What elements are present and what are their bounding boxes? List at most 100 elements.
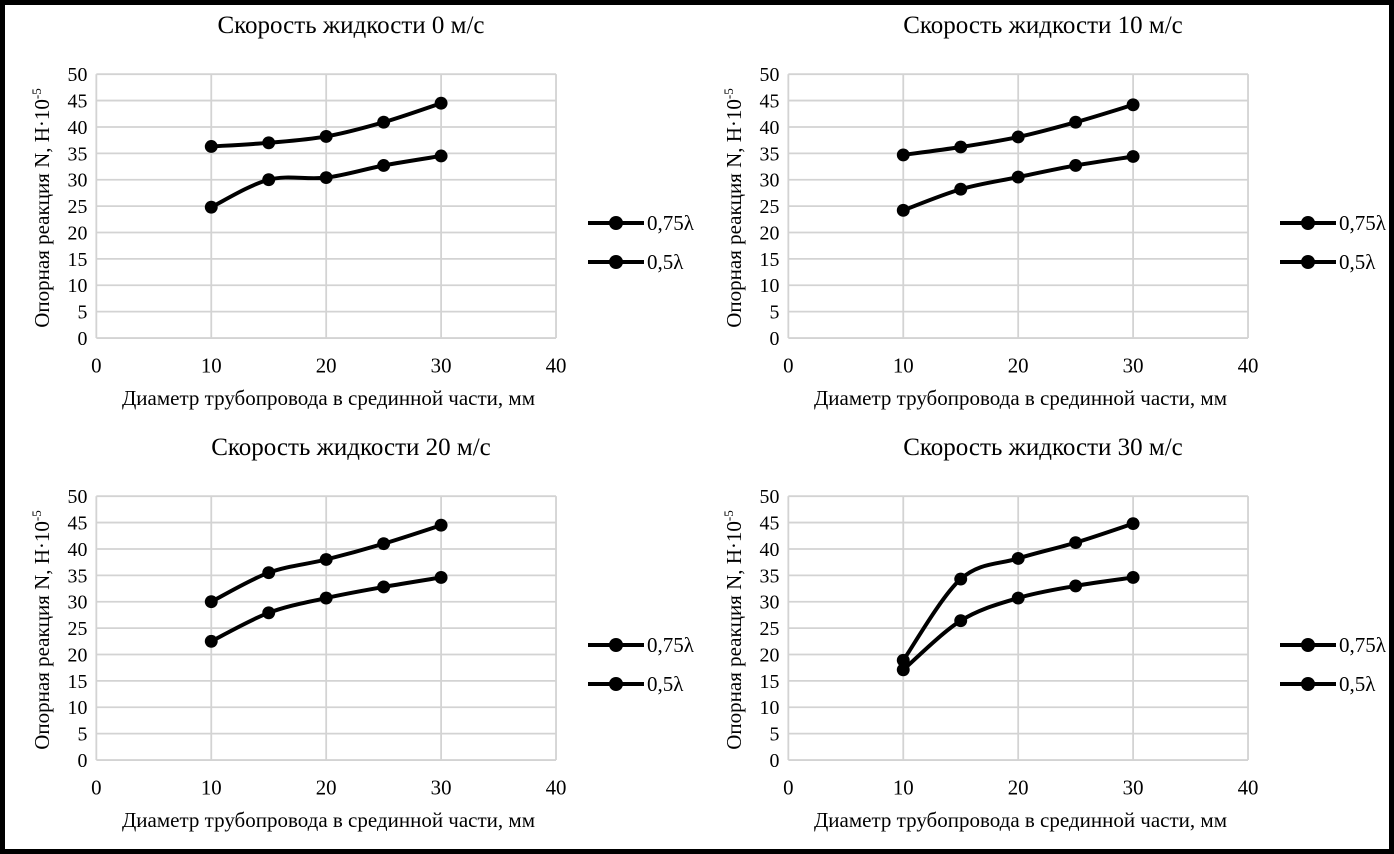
legend-item: 0,75λ [588, 632, 694, 658]
data-point-marker [319, 591, 333, 605]
data-point-marker [262, 606, 276, 620]
legend-label: 0,75λ [1339, 632, 1386, 657]
data-point-marker [1069, 159, 1083, 172]
plot-area: 0 5 10 15 20 25 30 35 40 45 50 0 10 20 30 40 [68, 486, 567, 800]
y-tick-label: 40 [760, 539, 780, 561]
data-point-marker [434, 149, 448, 163]
legend: 0,75λ 0,5λ [1280, 632, 1386, 697]
y-tick-label: 30 [760, 170, 780, 192]
y-tick-label: 45 [68, 91, 88, 113]
legend: 0,75λ 0,5λ [1280, 210, 1386, 275]
legend-item: 0,5λ [1280, 249, 1386, 275]
y-axis-title-text: Опорная реакция N, Н·10 [722, 521, 746, 750]
y-axis-title-text: Опорная реакция N, Н·10 [30, 99, 54, 328]
x-tick-label: 20 [1008, 777, 1029, 800]
x-tick-label: 0 [91, 777, 101, 800]
x-tick-label: 40 [1238, 355, 1259, 378]
y-tick-label: 5 [77, 724, 87, 746]
y-tick-label: 25 [760, 196, 780, 218]
data-point-marker [262, 566, 276, 580]
data-point-marker [204, 140, 218, 153]
x-tick-label: 20 [1008, 355, 1029, 378]
data-point-marker [954, 614, 968, 628]
data-point-marker [1126, 571, 1140, 584]
y-tick-label: 40 [760, 117, 780, 139]
y-tick-label: 50 [68, 64, 88, 86]
x-axis-title: Диаметр трубопровода в срединной части, … [813, 808, 1228, 832]
data-point-marker [434, 96, 448, 110]
legend-line-marker-icon [1280, 255, 1336, 269]
chart-panel-20ms: 0 5 10 15 20 25 30 35 40 45 50 0 10 20 30 40 Скорость ж… [5, 427, 697, 849]
legend-item: 0,75λ [1280, 632, 1386, 658]
data-point-marker [896, 653, 910, 667]
y-tick-label: 25 [68, 196, 88, 218]
legend-label: 0,5λ [647, 671, 684, 696]
legend-line-marker-icon [588, 255, 644, 269]
x-tick-label: 20 [316, 355, 337, 378]
data-point-marker [204, 200, 218, 214]
data-point-marker [954, 182, 968, 196]
y-tick-label: 30 [68, 170, 88, 192]
legend-line-marker-icon [1280, 677, 1336, 691]
x-axis-title: Диаметр трубопровода в срединной части, … [813, 386, 1228, 410]
y-axis-title-exponent: -5 [29, 88, 44, 100]
y-tick-label: 15 [760, 671, 780, 693]
legend-label: 0,75λ [647, 210, 694, 235]
legend-item: 0,5λ [1280, 671, 1386, 697]
y-tick-label: 20 [760, 222, 780, 244]
data-point-marker [319, 171, 333, 185]
chart-title: Скорость жидкости 0 м/с [217, 12, 485, 39]
data-point-marker [954, 572, 968, 586]
y-axis-title-text: Опорная реакция N, Н·10 [30, 521, 54, 750]
data-point-marker [319, 130, 333, 143]
plot-area: 0 5 10 15 20 25 30 35 40 45 50 0 10 20 30 40 [760, 64, 1259, 378]
plot-area: 0 5 10 15 20 25 30 35 40 45 50 0 10 20 30 40 [68, 64, 567, 378]
x-tick-label: 30 [431, 355, 452, 378]
data-point-marker [377, 537, 391, 551]
x-tick-label: 30 [1123, 355, 1144, 378]
legend-item: 0,5λ [588, 671, 694, 697]
x-tick-label: 10 [893, 355, 914, 378]
y-tick-label: 35 [68, 565, 88, 587]
x-tick-label: 30 [431, 777, 452, 800]
legend-line-marker-icon [1280, 638, 1336, 652]
series-line [901, 521, 1134, 662]
data-point-marker [1069, 536, 1083, 550]
legend-label: 0,75λ [1339, 210, 1386, 235]
y-tick-label: 15 [68, 249, 88, 271]
y-axis-title-exponent: -5 [721, 510, 736, 522]
x-tick-label: 0 [91, 355, 101, 378]
legend: 0,75λ 0,5λ [588, 210, 694, 275]
legend-label: 0,75λ [647, 632, 694, 657]
x-tick-label: 40 [546, 777, 567, 800]
y-tick-label: 25 [760, 618, 780, 640]
data-point-marker [262, 136, 276, 150]
y-axis-title-exponent: -5 [721, 88, 736, 100]
data-point-marker [204, 595, 218, 609]
y-axis-title: Опорная реакция N, Н·10-5 [24, 480, 54, 780]
data-point-marker [377, 580, 391, 594]
x-tick-label: 10 [201, 777, 222, 800]
x-tick-label: 0 [783, 777, 793, 800]
y-tick-label: 35 [760, 565, 780, 587]
legend-item: 0,5λ [588, 249, 694, 275]
x-tick-label: 0 [783, 355, 793, 378]
x-tick-label: 10 [201, 355, 222, 378]
data-point-marker [896, 203, 910, 217]
y-tick-label: 5 [769, 724, 779, 746]
y-tick-label: 50 [68, 486, 88, 508]
y-tick-label: 25 [68, 618, 88, 640]
y-tick-label: 15 [68, 671, 88, 693]
y-tick-label: 20 [760, 644, 780, 666]
data-point-marker [262, 173, 276, 187]
y-tick-label: 45 [760, 513, 780, 535]
legend-line-marker-icon [588, 677, 644, 691]
chart-panel-0ms: 0 5 10 15 20 25 30 35 40 45 50 0 10 20 30 40 Скорость ж… [5, 5, 697, 427]
data-point-marker [1011, 552, 1025, 565]
x-tick-label: 30 [1123, 777, 1144, 800]
plot-area: 0 5 10 15 20 25 30 35 40 45 50 0 10 20 30 40 [760, 486, 1259, 800]
y-axis-title: Опорная реакция N, Н·10-5 [24, 58, 54, 358]
chart-panel-30ms: 0 5 10 15 20 25 30 35 40 45 50 0 10 20 30 40 Скорость ж… [697, 427, 1389, 849]
data-point-marker [896, 663, 910, 677]
